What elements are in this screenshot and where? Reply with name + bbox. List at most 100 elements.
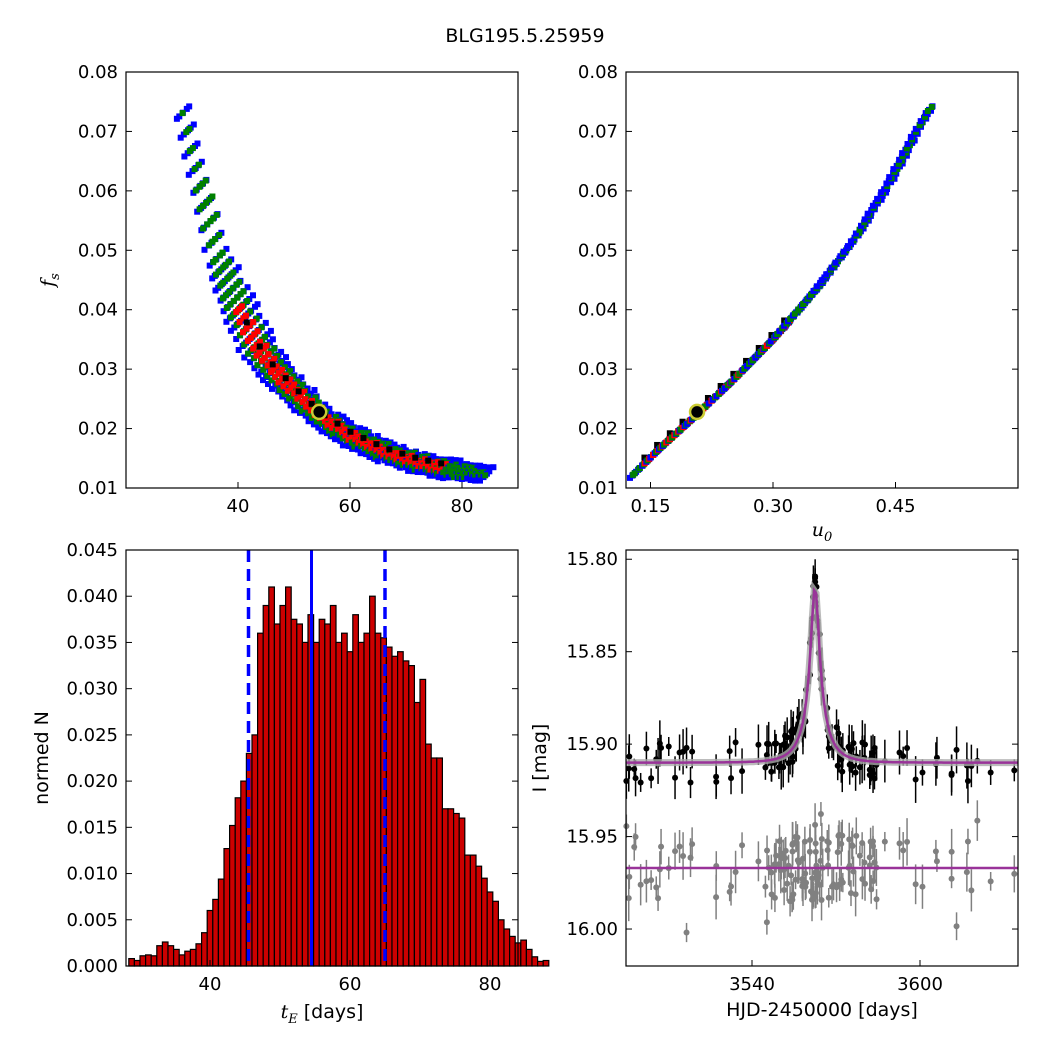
p2-middle-region-cell xyxy=(895,160,902,167)
data-point xyxy=(665,743,672,750)
panel-lightcurve: 3540 3600 15.80 15.85 15.90 15.95 16.00 HJD-24… xyxy=(529,549,1019,1021)
p1-middle-region-cell xyxy=(451,474,457,480)
p1-middle-region-cell xyxy=(224,275,231,282)
residual-point xyxy=(870,878,877,885)
p1-middle-region-cell xyxy=(220,279,227,286)
p1-inner-region-cell xyxy=(328,418,335,425)
p1-middle-region-cell xyxy=(223,292,229,299)
histogram-bar xyxy=(374,632,382,967)
p2-best-region-cell xyxy=(654,441,661,448)
p1-inner-region-cell xyxy=(280,383,287,390)
p1-outer-region-cell xyxy=(220,308,227,315)
histogram-bar xyxy=(391,655,399,967)
p1-outer-region-cell xyxy=(374,458,381,465)
p1-middle-region-cell xyxy=(219,249,226,256)
p1-inner-region-cell xyxy=(380,446,387,453)
histogram-bar xyxy=(206,909,214,967)
histogram-bar xyxy=(133,959,141,967)
histogram-bar xyxy=(436,757,443,967)
p3-ytick-label: 0.035 xyxy=(66,632,118,653)
data-point xyxy=(846,761,853,768)
p1-outer-region-cell xyxy=(206,262,213,269)
histogram-bar xyxy=(296,623,303,967)
p1-inner-region-cell xyxy=(270,366,277,373)
histogram-bar xyxy=(273,623,281,967)
p1-outer-region-cell xyxy=(332,436,338,443)
data-point xyxy=(689,748,696,755)
p1-middle-region-cell xyxy=(210,215,217,222)
p2-best-fit-point xyxy=(688,403,706,421)
p1-inner-region-cell xyxy=(275,379,282,386)
p3-xtick-label: 80 xyxy=(479,974,502,995)
p2-middle-region-cell xyxy=(856,226,863,233)
data-point xyxy=(900,753,907,760)
p1-inner-region-cell xyxy=(279,366,286,373)
p1-middle-region-cell xyxy=(395,460,402,467)
p1-middle-region-cell xyxy=(186,126,193,132)
p1-inner-region-cell xyxy=(294,395,301,402)
p1-outer-region-cell xyxy=(348,420,355,427)
p1-best-region-cell xyxy=(360,434,367,441)
p1-middle-region-cell xyxy=(245,350,252,357)
residual-point xyxy=(974,817,981,824)
p1-ytick-label: 0.03 xyxy=(78,359,118,380)
histogram-bar xyxy=(139,955,147,967)
panel-te-histogram: 40 60 80 0.000 0.005 0.010 0.015 0.020 0.025 0.03… xyxy=(31,540,550,1027)
p1-outer-region-cell xyxy=(345,443,352,449)
residual-point xyxy=(795,859,802,866)
data-point xyxy=(755,741,762,748)
histogram-bar xyxy=(542,959,550,967)
histogram-bar xyxy=(324,623,331,967)
p1-outer-region-cell xyxy=(490,464,497,471)
p1-middle-region-cell xyxy=(312,394,319,401)
p1-inner-region-cell xyxy=(380,452,387,459)
p3-ticks: 40 60 80 0.000 0.005 0.010 0.015 0.020 0.025 0.03… xyxy=(66,540,518,995)
p1-inner-region-cell xyxy=(307,407,314,414)
p1-inner-region-cell xyxy=(432,466,439,473)
histogram-bar xyxy=(408,664,415,967)
p4-xlabel: HJD-2450000 [days] xyxy=(726,999,918,1021)
p1-outer-region-cell xyxy=(464,475,471,482)
p1-middle-region-cell xyxy=(369,450,376,457)
histogram-bar xyxy=(173,948,180,967)
data-point xyxy=(687,779,694,786)
p1-best-region-cell xyxy=(256,343,263,350)
p1-inner-region-cell xyxy=(362,438,369,445)
histogram-bar xyxy=(223,847,231,967)
p1-middle-region-cell xyxy=(349,425,356,432)
residual-point xyxy=(839,879,846,886)
histogram-bar xyxy=(341,632,348,967)
residual-point xyxy=(653,884,660,891)
residual-point xyxy=(672,848,679,855)
data-point xyxy=(781,742,788,749)
data-point xyxy=(904,745,911,752)
p2-outer-region-cell xyxy=(886,174,893,181)
residual-point xyxy=(755,858,762,865)
p1-outer-region-cell xyxy=(201,246,208,253)
p1-middle-region-cell xyxy=(268,377,275,384)
p1-inner-region-cell xyxy=(331,422,338,429)
p1-outer-region-cell xyxy=(448,456,454,463)
p1-inner-region-cell xyxy=(291,381,298,388)
p1-best-region-cell xyxy=(269,361,276,368)
histogram-bar xyxy=(285,586,292,967)
residual-point xyxy=(953,923,960,930)
p2-middle-region-cell xyxy=(631,470,638,477)
p1-outer-region-cell xyxy=(190,121,197,128)
residual-point xyxy=(896,840,903,847)
histogram-bar xyxy=(481,877,488,967)
p2-outer-region-cell xyxy=(828,264,835,271)
p1-middle-region-cell xyxy=(333,413,340,420)
histogram-bar xyxy=(453,812,460,967)
p1-middle-region-cell xyxy=(372,454,379,461)
residual-point xyxy=(881,838,888,845)
p1-middle-region-cell xyxy=(358,429,365,436)
p1-middle-region-cell xyxy=(227,272,234,279)
p1-outer-region-cell xyxy=(485,464,492,471)
p1-inner-region-cell xyxy=(385,453,392,460)
p1-middle-region-cell xyxy=(446,463,453,470)
p3-ytick-label: 0.010 xyxy=(66,864,118,885)
p1-inner-region-cell xyxy=(408,452,415,459)
p1-middle-region-cell xyxy=(213,211,220,218)
p1-inner-region-cell xyxy=(264,362,271,369)
